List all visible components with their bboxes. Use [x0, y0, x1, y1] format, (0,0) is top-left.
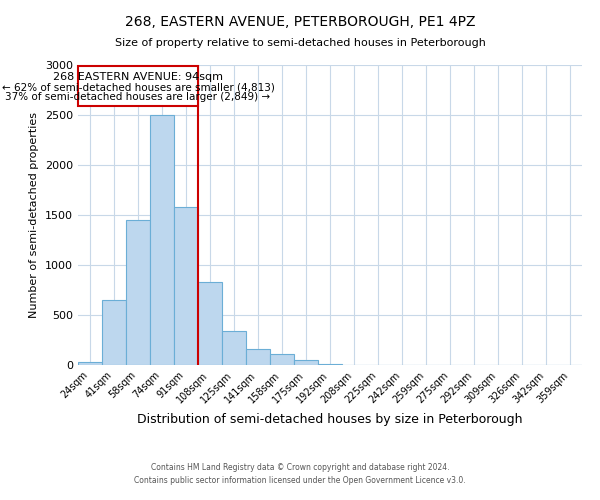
Bar: [174, 207, 198, 365]
Bar: [246, 348, 270, 365]
Text: 268 EASTERN AVENUE: 94sqm: 268 EASTERN AVENUE: 94sqm: [53, 72, 223, 82]
Bar: [126, 220, 150, 365]
X-axis label: Distribution of semi-detached houses by size in Peterborough: Distribution of semi-detached houses by …: [137, 413, 523, 426]
Bar: [222, 331, 246, 365]
Text: Contains HM Land Registry data © Crown copyright and database right 2024.
Contai: Contains HM Land Registry data © Crown c…: [134, 464, 466, 485]
Bar: [78, 66, 198, 106]
Text: 37% of semi-detached houses are larger (2,849) →: 37% of semi-detached houses are larger (…: [5, 92, 271, 102]
Bar: [318, 364, 342, 365]
Bar: [78, 362, 102, 365]
Y-axis label: Number of semi-detached properties: Number of semi-detached properties: [29, 112, 40, 318]
Text: ← 62% of semi-detached houses are smaller (4,813): ← 62% of semi-detached houses are smalle…: [2, 82, 274, 92]
Bar: [270, 354, 294, 365]
Text: Size of property relative to semi-detached houses in Peterborough: Size of property relative to semi-detach…: [115, 38, 485, 48]
Bar: [198, 282, 222, 365]
Bar: [150, 115, 174, 365]
Bar: [294, 360, 318, 365]
Text: 268, EASTERN AVENUE, PETERBOROUGH, PE1 4PZ: 268, EASTERN AVENUE, PETERBOROUGH, PE1 4…: [125, 15, 475, 29]
Bar: [102, 300, 126, 365]
